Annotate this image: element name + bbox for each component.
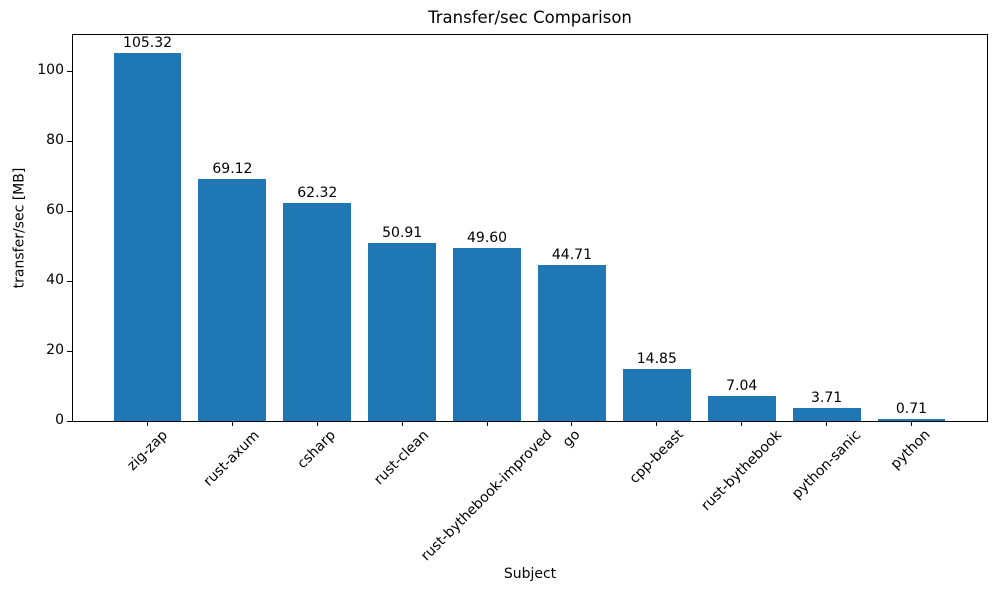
bar	[198, 179, 267, 421]
bar	[877, 418, 946, 421]
bar	[113, 52, 182, 421]
x-tick	[741, 422, 743, 426]
y-axis-label: transfer/sec [MB]	[11, 167, 28, 289]
x-tick-label: cpp-beast	[626, 426, 687, 488]
x-tick	[147, 422, 149, 426]
x-tick-label: rust-clean	[371, 426, 433, 488]
bar	[368, 243, 437, 421]
bar-value-label: 0.71	[895, 400, 928, 417]
x-tick	[231, 422, 233, 426]
bar-value-label: 49.60	[467, 229, 508, 246]
y-tick	[67, 140, 72, 142]
bar	[537, 264, 606, 421]
x-tick-label: python-sanic	[788, 426, 864, 503]
x-tick-label: rust-bythebook-improved	[418, 427, 556, 565]
bar	[453, 247, 521, 421]
x-tick	[826, 422, 828, 426]
y-tick	[67, 210, 72, 212]
x-tick	[316, 422, 318, 426]
x-axis-label: Subject	[503, 566, 557, 582]
y-tick	[67, 420, 72, 422]
y-tick	[67, 70, 72, 72]
x-tick-label: python	[888, 427, 935, 473]
x-tick-label: zig-zap	[123, 427, 171, 474]
bar-value-label: 62.32	[297, 185, 338, 202]
y-tick-label: 40	[46, 272, 64, 289]
x-tick	[910, 422, 912, 426]
y-tick-label: 100	[37, 62, 64, 79]
chart-title: Transfer/sec Comparison	[428, 8, 632, 27]
bar	[707, 396, 776, 421]
bar-value-label: 69.12	[212, 161, 253, 178]
bar-value-label: 105.32	[123, 34, 173, 51]
x-tick-label: csharp	[294, 426, 340, 472]
bar-value-label: 50.91	[382, 225, 423, 242]
y-tick-label: 0	[55, 412, 64, 428]
bar-value-label: 3.71	[810, 390, 843, 407]
bar-value-label: 44.71	[551, 246, 592, 263]
x-tick-label: rust-bythebook	[697, 427, 785, 514]
x-tick-label: rust-axum	[201, 427, 264, 490]
x-tick	[486, 422, 488, 426]
x-tick	[401, 422, 403, 426]
bar	[283, 203, 352, 421]
bar-value-label: 14.85	[636, 351, 677, 368]
x-tick-label: go	[559, 426, 584, 451]
y-tick	[67, 280, 72, 282]
y-tick-label: 20	[46, 342, 64, 359]
y-tick-label: 60	[46, 202, 64, 219]
bar	[622, 369, 691, 421]
y-tick-label: 80	[46, 132, 64, 149]
bar	[792, 408, 861, 421]
bar-value-label: 7.04	[726, 378, 758, 395]
x-tick	[571, 422, 573, 426]
x-tick	[656, 422, 658, 426]
y-tick	[67, 350, 72, 352]
